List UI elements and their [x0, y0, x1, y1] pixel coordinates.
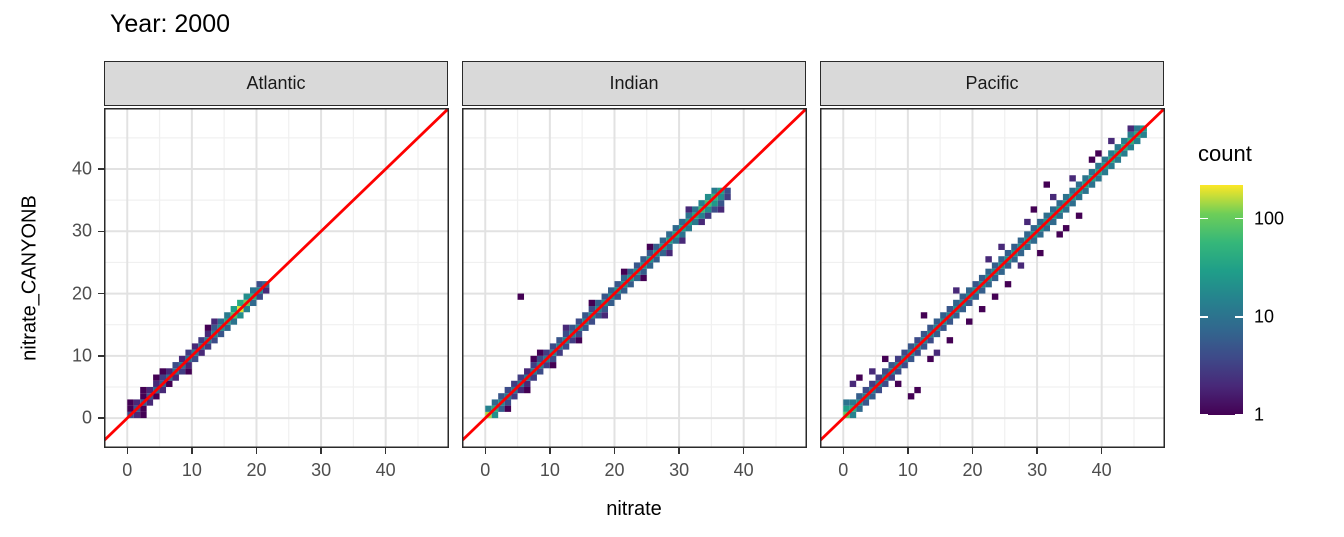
- x-tick-label: 40: [1091, 460, 1112, 480]
- x-tick-label: 0: [480, 460, 491, 480]
- legend-tick-mark: [1200, 414, 1208, 416]
- x-tick-label: 40: [733, 460, 754, 480]
- x-tick-label: 20: [604, 460, 625, 480]
- y-tick-label: 0: [81, 407, 92, 428]
- legend-tick-mark: [1200, 316, 1208, 318]
- y-axis-title: nitrate_CANYONB: [18, 195, 41, 361]
- x-tick-label: 10: [897, 460, 918, 480]
- y-tick-label: 30: [71, 220, 92, 241]
- y-tick-mark: [98, 417, 104, 419]
- y-tick-mark: [98, 355, 104, 357]
- x-tick-mark: [907, 448, 909, 454]
- x-tick-label: 0: [838, 460, 849, 480]
- legend-tick-label: 100: [1254, 208, 1285, 229]
- legend-tick-mark: [1235, 217, 1243, 220]
- x-tick-mark: [1036, 448, 1038, 454]
- x-tick-mark: [971, 448, 974, 454]
- y-tick-mark: [98, 168, 104, 170]
- x-tick-label: 30: [1027, 460, 1048, 480]
- x-tick-mark: [613, 448, 616, 454]
- legend-tick-mark: [1235, 414, 1243, 416]
- x-tick-label: 10: [539, 460, 560, 480]
- x-tick-label: 0: [122, 460, 133, 480]
- legend-tick-label: 1: [1254, 404, 1265, 425]
- plot-title: Year: 2000: [110, 10, 231, 38]
- x-tick-label: 30: [311, 460, 332, 480]
- legend-tick-label: 10: [1254, 306, 1275, 327]
- facet-panel-pacific: [820, 108, 1165, 448]
- x-tick-mark: [549, 448, 551, 454]
- facet-strip-indian: Indian: [462, 61, 806, 106]
- x-tick-mark: [842, 448, 844, 454]
- x-tick-label: 40: [375, 460, 396, 480]
- x-tick-label: 20: [962, 460, 983, 480]
- x-tick-label: 20: [246, 460, 267, 480]
- legend-colorbar: [1200, 185, 1243, 415]
- x-tick-mark: [1100, 448, 1103, 454]
- x-axis-title: nitrate: [606, 498, 662, 520]
- y-tick-label: 10: [71, 345, 92, 366]
- x-tick-mark: [384, 448, 387, 454]
- y-tick-label: 20: [71, 283, 92, 304]
- x-tick-mark: [255, 448, 258, 454]
- x-tick-mark: [484, 448, 486, 454]
- facet-strip-atlantic: Atlantic: [104, 61, 448, 106]
- x-tick-mark: [742, 448, 745, 454]
- legend-tick-mark: [1200, 217, 1208, 220]
- facet-strip-pacific: Pacific: [820, 61, 1164, 106]
- facet-panel-indian: [462, 108, 807, 448]
- legend-tick-mark: [1235, 316, 1243, 318]
- x-tick-mark: [126, 448, 128, 454]
- y-tick-mark: [98, 292, 104, 295]
- y-tick-label: 40: [71, 158, 92, 179]
- x-tick-mark: [678, 448, 680, 454]
- y-tick-mark: [98, 230, 104, 233]
- x-tick-label: 30: [669, 460, 690, 480]
- legend-title: count: [1198, 141, 1252, 166]
- x-tick-label: 10: [181, 460, 202, 480]
- facet-panel-atlantic: [104, 108, 449, 448]
- x-tick-mark: [191, 448, 193, 454]
- x-tick-mark: [320, 448, 322, 454]
